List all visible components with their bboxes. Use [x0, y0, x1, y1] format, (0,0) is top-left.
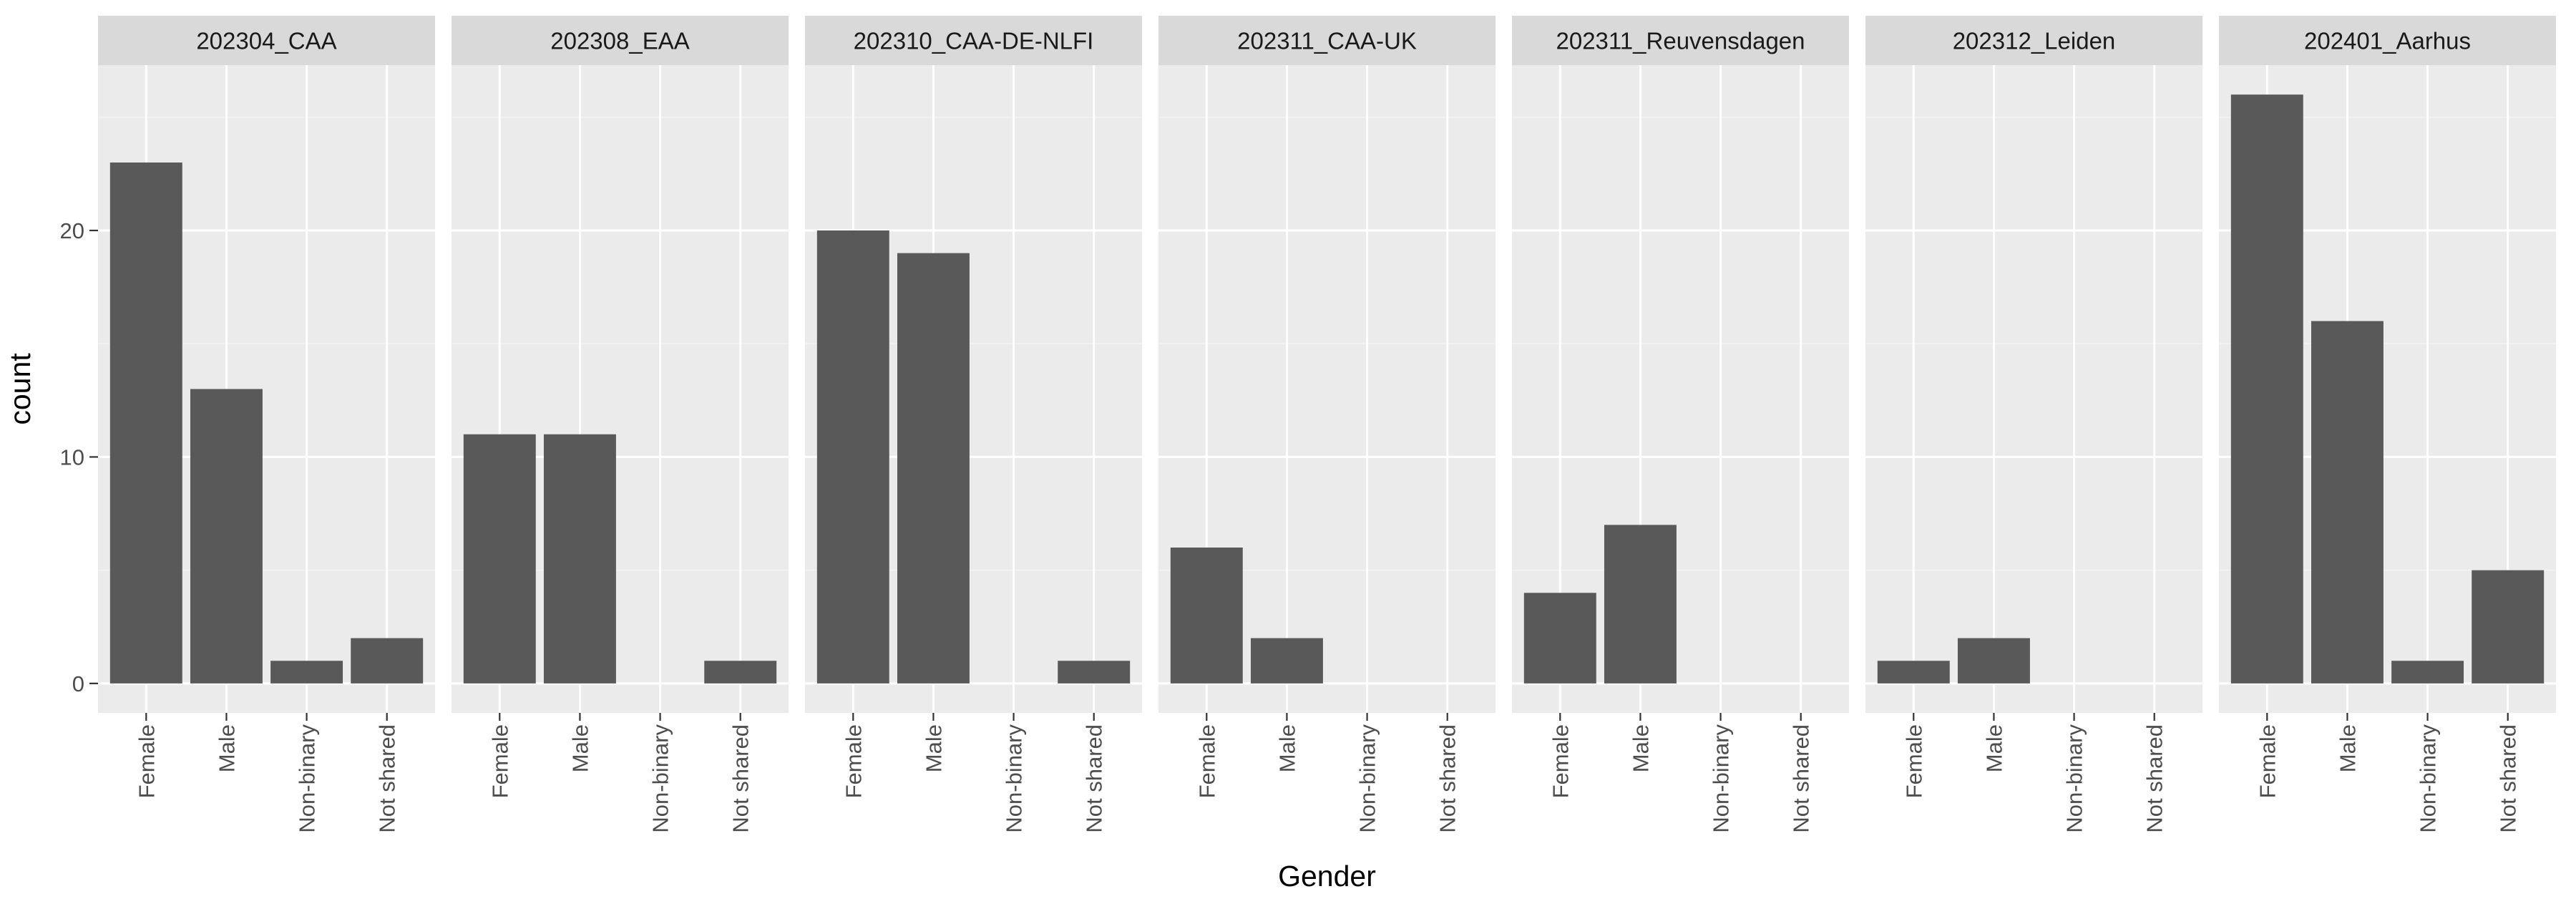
x-tick-label: Male	[214, 724, 239, 772]
bar-male	[1250, 638, 1323, 684]
x-tick-label: Female	[134, 724, 159, 798]
x-tick-label: Not shared	[728, 724, 753, 833]
bar-male	[897, 253, 970, 684]
bar-male	[543, 434, 616, 684]
bar-male	[1604, 525, 1677, 684]
x-tick-label: Non-binary	[1002, 724, 1027, 833]
bar-female	[109, 162, 182, 684]
x-tick-label: Not shared	[1435, 724, 1460, 833]
x-tick-label: Male	[1981, 724, 2006, 772]
x-tick-label: Male	[2335, 724, 2360, 772]
bar-not-shared	[2472, 570, 2545, 684]
facet-strip	[1158, 16, 1496, 65]
x-tick-label: Non-binary	[1709, 724, 1734, 833]
x-tick-label: Non-binary	[2062, 724, 2087, 833]
y-axis-title: count	[4, 353, 36, 425]
x-tick-label: Female	[487, 724, 512, 798]
facet-title: 202401_Aarhus	[2304, 28, 2471, 54]
facet-title: 202312_Leiden	[1953, 28, 2116, 54]
facet-title: 202310_CAA-DE-NLFI	[854, 28, 1094, 54]
x-tick-label: Female	[1901, 724, 1926, 798]
bar-male	[190, 389, 263, 684]
facet-strip	[452, 16, 789, 65]
y-tick-label: 20	[60, 218, 84, 243]
bar-not-shared	[351, 638, 424, 684]
bar-female	[1877, 661, 1950, 684]
x-tick-label: Female	[2255, 724, 2280, 798]
bar-female	[463, 434, 536, 684]
x-tick-label: Female	[841, 724, 866, 798]
bar-female	[1170, 548, 1243, 684]
panel-background	[1865, 65, 2202, 713]
bar-female	[1523, 593, 1596, 684]
x-tick-label: Female	[1548, 724, 1573, 798]
facet-title: 202304_CAA	[196, 28, 336, 54]
facet-strip	[2219, 16, 2556, 65]
facet-strip	[1865, 16, 2202, 65]
x-tick-label: Male	[567, 724, 592, 772]
x-tick-label: Non-binary	[648, 724, 673, 833]
facet-title: 202311_CAA-UK	[1237, 28, 1417, 54]
bar-female	[2230, 94, 2303, 684]
x-tick-label: Non-binary	[295, 724, 320, 833]
x-tick-label: Male	[1628, 724, 1653, 772]
bar-non-binary	[2391, 661, 2464, 684]
x-tick-label: Not shared	[2142, 724, 2167, 833]
x-tick-label: Non-binary	[1355, 724, 1380, 833]
x-tick-label: Not shared	[1082, 724, 1107, 833]
x-tick-label: Not shared	[2496, 724, 2521, 833]
x-tick-label: Not shared	[1789, 724, 1814, 833]
x-tick-label: Male	[921, 724, 946, 772]
facet-strip	[805, 16, 1142, 65]
facet-title: 202308_EAA	[550, 28, 690, 54]
x-tick-label: Not shared	[375, 724, 400, 833]
x-tick-label: Non-binary	[2416, 724, 2441, 833]
bar-female	[816, 230, 889, 684]
y-tick-label: 10	[60, 444, 84, 470]
facet-title: 202311_Reuvensdagen	[1556, 28, 1805, 54]
bar-not-shared	[1058, 661, 1131, 684]
facet-strip	[98, 16, 435, 65]
bar-male	[1957, 638, 2030, 684]
x-axis-title: Gender	[1278, 860, 1376, 893]
facet-strip	[1512, 16, 1849, 65]
x-tick-label: Female	[1194, 724, 1219, 798]
bar-not-shared	[704, 661, 777, 684]
bar-non-binary	[270, 661, 343, 684]
bar-male	[2311, 321, 2384, 684]
x-tick-label: Male	[1274, 724, 1299, 772]
y-tick-label: 0	[72, 671, 84, 696]
